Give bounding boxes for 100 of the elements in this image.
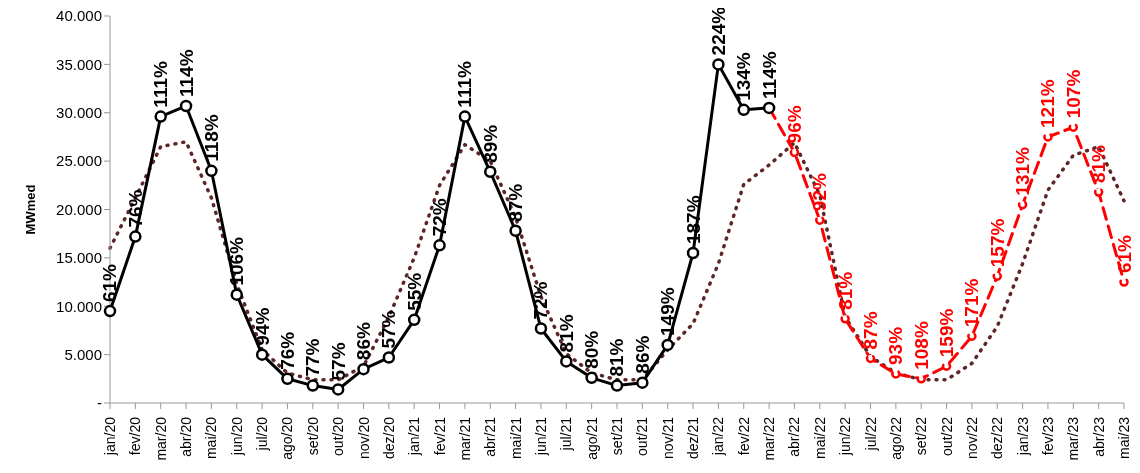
x-tick-label: jan/22 (710, 416, 727, 457)
annotation: 134% (733, 52, 755, 101)
x-tick-label: set/22 (913, 416, 930, 456)
x-tick-label: out/22 (938, 416, 955, 456)
y-tick-label: 30.000 (56, 104, 102, 122)
annotation: 118% (200, 114, 222, 162)
point (815, 215, 825, 225)
point (686, 246, 700, 260)
point (789, 147, 800, 158)
point (281, 372, 294, 386)
x-tick-label: nov/22 (963, 416, 980, 460)
point (509, 224, 522, 238)
point (179, 99, 193, 113)
annotation: 86% (353, 322, 374, 361)
annotation: 111% (150, 61, 172, 108)
x-tick-label: nov/21 (659, 416, 676, 460)
x-tick-label: abr/23 (1090, 416, 1107, 457)
point (992, 271, 1002, 282)
annotation: 114% (175, 49, 197, 97)
x-tick-label: set/20 (304, 416, 321, 456)
annotation: 157% (986, 218, 1008, 268)
x-tick-label: fev/20 (127, 416, 144, 456)
x-tick-label: mar/20 (152, 416, 169, 461)
x-tick-label: ago/20 (279, 416, 296, 460)
annotation: 81% (606, 338, 628, 377)
point (154, 110, 167, 123)
y-tick-label: 25.000 (56, 152, 102, 170)
point (382, 351, 396, 364)
x-tick-label: abr/20 (178, 416, 195, 457)
x-tick-label: mai/20 (203, 416, 220, 460)
x-tick-label: dez/22 (989, 416, 1006, 460)
x-tick-label: fev/23 (1039, 416, 1056, 456)
point (737, 103, 750, 117)
annotation: 114% (758, 51, 780, 99)
point (1068, 122, 1079, 133)
y-tick-label: 35.000 (56, 55, 102, 73)
annotation: 131% (1012, 146, 1034, 196)
y-tick-label: - (97, 394, 102, 412)
x-tick-label: fev/22 (735, 416, 752, 456)
x-tick-label: jan/20 (102, 416, 118, 457)
annotation: 55% (403, 272, 425, 311)
annotation: 86% (631, 335, 653, 374)
x-tick-label: nov/20 (355, 416, 372, 460)
point (129, 230, 142, 243)
annotation: 107% (1062, 69, 1084, 119)
point (967, 331, 977, 341)
point (1043, 132, 1053, 142)
annotation: 57% (378, 310, 400, 349)
point (534, 322, 548, 335)
point (585, 371, 598, 385)
annotation: 76% (276, 331, 298, 370)
x-tick-label: fev/21 (431, 416, 448, 456)
x-tick-label: mar/23 (1065, 416, 1082, 461)
x-tick-label: mai/22 (811, 416, 828, 460)
point (560, 355, 573, 368)
annotation: 149% (657, 287, 679, 336)
x-tick-label: abr/21 (482, 416, 499, 457)
x-tick-label: mar/21 (456, 416, 473, 461)
point (1119, 277, 1129, 287)
y-tick-label: 5.000 (64, 345, 102, 363)
annotation: 89% (479, 124, 501, 163)
point (636, 376, 649, 389)
annotation: 224% (707, 6, 729, 56)
y-tick-label: 10.000 (56, 297, 102, 315)
x-tick-label: jun/21 (532, 416, 549, 457)
point (230, 288, 243, 301)
point (891, 369, 901, 379)
x-tick-label: jan/21 (406, 416, 423, 457)
point (433, 239, 446, 252)
x-tick-label: abr/22 (786, 416, 803, 457)
point (103, 304, 117, 318)
y-axis-title: MWmed (22, 184, 38, 235)
point (840, 314, 850, 324)
point (458, 110, 472, 123)
x-tick-label: mai/23 (1116, 416, 1132, 460)
x-tick-label: jul/22 (862, 416, 879, 452)
point (916, 374, 926, 384)
annotation: 57% (327, 342, 349, 381)
annotation: 171% (961, 278, 983, 328)
annotation: 93% (885, 326, 907, 365)
point (407, 313, 421, 327)
point (661, 338, 674, 352)
y-tick-label: 15.000 (56, 249, 102, 267)
annotation: 159% (936, 308, 958, 358)
annotation: 77% (302, 338, 324, 377)
x-tick-label: jul/21 (558, 416, 575, 452)
annotation: 96% (783, 105, 805, 144)
x-tick-label: dez/20 (380, 416, 397, 460)
point (712, 58, 725, 71)
annotation: 81% (555, 314, 577, 353)
x-tick-label: jul/20 (254, 416, 271, 452)
x-tick-label: out/21 (634, 416, 651, 456)
annotation: 108% (910, 321, 932, 370)
x-tick-label: ago/22 (887, 416, 904, 460)
x-tick-label: dez/21 (685, 416, 702, 460)
annotation: 87% (860, 311, 881, 350)
x-tick-label: set/21 (609, 416, 625, 456)
annotation: 94% (251, 307, 273, 346)
point (610, 379, 624, 392)
y-tick-label: 20.000 (56, 200, 102, 218)
